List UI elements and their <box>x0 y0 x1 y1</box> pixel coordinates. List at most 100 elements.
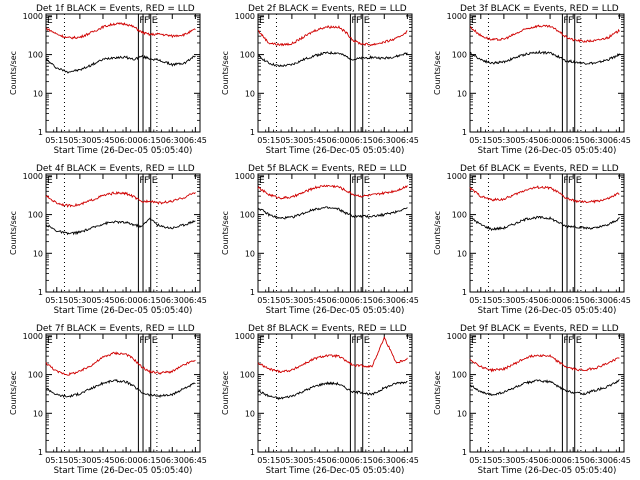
y-axis-label: Counts/sec <box>9 371 18 415</box>
y-tick-label: 100 <box>452 371 467 380</box>
lld-series-line <box>257 25 408 47</box>
x-tick-label: 06:45 <box>184 136 207 145</box>
flag-marker-label: F <box>356 16 361 26</box>
y-tick-label: 1 <box>250 128 255 137</box>
events-series-line <box>469 379 620 396</box>
chart-title: Det 6f BLACK = Events, RED = LLD <box>460 164 619 174</box>
flag-marker-label: E <box>471 16 477 26</box>
chart-panel: Det 3f BLACK = Events, RED = LLD 1 10 100 10… <box>433 4 631 156</box>
x-tick-label: 05:45 <box>515 136 538 145</box>
x-tick-label: 06:00 <box>115 456 138 465</box>
x-tick-label: 06:00 <box>539 296 562 305</box>
y-tick-label: 1000 <box>447 12 467 21</box>
y-tick-label: 100 <box>240 371 255 380</box>
flag-marker-label: E <box>471 176 477 186</box>
events-series-line <box>257 50 408 67</box>
flag-marker-label: E <box>152 16 158 26</box>
x-tick-label: 06:00 <box>327 456 350 465</box>
y-axis-label: Counts/sec <box>433 211 442 255</box>
x-tick-label: 06:00 <box>327 296 350 305</box>
lld-series-line <box>45 22 196 40</box>
x-tick-label: 05:45 <box>91 136 114 145</box>
x-tick-label: 06:30 <box>161 296 184 305</box>
flag-marker-label: E <box>47 176 53 186</box>
chart-title: Det 7f BLACK = Events, RED = LLD <box>36 324 195 334</box>
events-series-line <box>45 54 196 74</box>
lld-series-line <box>45 190 196 208</box>
y-axis-label: Counts/sec <box>9 51 18 95</box>
flag-marker-label: F <box>563 336 568 346</box>
x-tick-label: 06:45 <box>608 296 631 305</box>
flag-marker-label: E <box>576 336 582 346</box>
flag-marker-label: E <box>152 336 158 346</box>
flag-marker-label: E <box>364 176 370 186</box>
x-tick-label: 06:30 <box>161 456 184 465</box>
chart-panel: Det 1f BLACK = Events, RED = LLD 1 10 100 10… <box>9 4 207 156</box>
events-series-line <box>45 378 196 399</box>
lld-series-line <box>469 353 620 373</box>
x-tick-label: 05:15 <box>45 456 68 465</box>
x-tick-label: 05:15 <box>469 136 492 145</box>
y-tick-label: 1 <box>38 128 43 137</box>
x-tick-label: 05:30 <box>280 456 303 465</box>
flag-marker-label: F <box>568 176 573 186</box>
flag-marker-label: E <box>47 16 53 26</box>
x-tick-label: 06:45 <box>396 136 419 145</box>
x-tick-label: 06:30 <box>373 296 396 305</box>
y-tick-label: 10 <box>33 89 43 98</box>
events-series-line <box>45 217 196 236</box>
y-tick-label: 1000 <box>23 12 43 21</box>
x-axis-label: Start Time (26-Dec-05 05:05:40) <box>266 466 405 476</box>
plot-frame <box>257 333 413 453</box>
flag-marker-label: F <box>351 16 356 26</box>
x-tick-label: 05:15 <box>257 136 280 145</box>
y-tick-label: 1000 <box>235 12 255 21</box>
x-tick-label: 06:15 <box>562 456 585 465</box>
y-tick-label: 10 <box>33 249 43 258</box>
y-tick-label: 100 <box>28 371 43 380</box>
x-tick-label: 06:30 <box>585 456 608 465</box>
y-tick-label: 100 <box>240 51 255 60</box>
y-tick-label: 1 <box>462 288 467 297</box>
x-tick-label: 06:00 <box>539 456 562 465</box>
x-tick-label: 05:45 <box>515 296 538 305</box>
flag-marker-label: F <box>351 336 356 346</box>
flag-marker-label: E <box>471 336 477 346</box>
x-tick-label: 05:45 <box>303 456 326 465</box>
plot-frame <box>45 13 201 133</box>
x-tick-label: 05:15 <box>257 456 280 465</box>
y-tick-label: 10 <box>457 409 467 418</box>
y-tick-label: 10 <box>457 89 467 98</box>
chart-title: Det 8f BLACK = Events, RED = LLD <box>248 324 407 334</box>
y-tick-label: 10 <box>457 249 467 258</box>
y-tick-label: 100 <box>452 51 467 60</box>
chart-title: Det 4f BLACK = Events, RED = LLD <box>36 164 195 174</box>
chart-title: Det 2f BLACK = Events, RED = LLD <box>248 4 407 14</box>
plot-frame <box>469 13 625 133</box>
x-tick-label: 05:15 <box>45 296 68 305</box>
x-tick-label: 05:15 <box>257 296 280 305</box>
y-tick-label: 10 <box>245 409 255 418</box>
x-tick-label: 05:45 <box>303 136 326 145</box>
flag-marker-label: E <box>364 336 370 346</box>
lld-series-line <box>45 351 196 376</box>
y-axis-label: Counts/sec <box>221 211 230 255</box>
x-tick-label: 05:45 <box>91 296 114 305</box>
y-axis-label: Counts/sec <box>221 51 230 95</box>
lld-series-line <box>257 336 408 374</box>
flag-marker-label: E <box>152 176 158 186</box>
x-tick-label: 06:00 <box>327 136 350 145</box>
chart-title: Det 5f BLACK = Events, RED = LLD <box>248 164 407 174</box>
x-tick-label: 05:45 <box>303 296 326 305</box>
flag-marker-label: E <box>259 336 265 346</box>
flag-marker-label: F <box>144 336 149 346</box>
flag-marker-label: E <box>364 16 370 26</box>
x-tick-label: 06:15 <box>350 136 373 145</box>
events-series-line <box>257 381 408 401</box>
x-tick-label: 05:15 <box>45 136 68 145</box>
flag-marker-label: E <box>576 176 582 186</box>
x-tick-label: 05:45 <box>91 456 114 465</box>
chart-title: Det 9f BLACK = Events, RED = LLD <box>460 324 619 334</box>
chart-panel: Det 5f BLACK = Events, RED = LLD 1 10 100 10… <box>221 164 419 316</box>
flag-marker-label: F <box>139 16 144 26</box>
